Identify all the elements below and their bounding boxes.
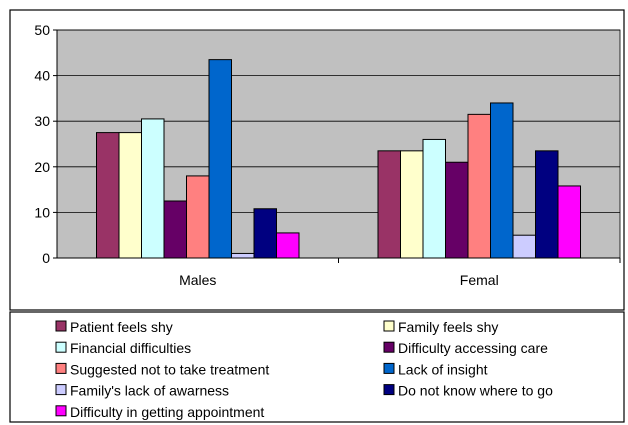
- bar-difficulty-accessing-care-males: [163, 200, 187, 259]
- bar-difficulty-accessing-care-femal: [445, 161, 469, 259]
- legend-swatch: [383, 341, 395, 353]
- x-tick-label: Males: [179, 272, 216, 288]
- legend-swatch: [55, 320, 67, 332]
- legend-label: Family feels shy: [398, 319, 498, 335]
- legend-swatch: [55, 384, 67, 396]
- bar-patient-feels-shy-males: [96, 132, 120, 259]
- y-tick-label: 40: [34, 68, 50, 84]
- bar-family-feels-shy-femal: [400, 150, 424, 259]
- bar-suggested-not-to-take-treatment-males: [186, 175, 210, 259]
- legend-label: Patient feels shy: [70, 319, 173, 335]
- legend-label: Suggested not to take treatment: [70, 361, 269, 377]
- legend-label: Financial difficulties: [70, 340, 191, 356]
- y-tick-label: 20: [34, 159, 50, 175]
- legend-swatch: [55, 362, 67, 374]
- legend-frame: [9, 311, 625, 423]
- y-tick-label: 10: [34, 204, 50, 220]
- bar-family-s-lack-of-awarness-males: [231, 252, 255, 259]
- axes: 0 10 20 30 40 50 Males Femal: [34, 22, 621, 288]
- x-tick-label: Femal: [460, 272, 499, 288]
- legend-label: Lack of insight: [398, 361, 488, 377]
- y-tick-label: 0: [42, 250, 50, 266]
- bars: [96, 59, 581, 259]
- bar-patient-feels-shy-femal: [377, 150, 401, 259]
- y-tick-label: 30: [34, 113, 50, 129]
- legend-swatch: [55, 405, 67, 417]
- bar-suggested-not-to-take-treatment-femal: [467, 113, 491, 259]
- bar-difficulty-in-getting-appointment-femal: [557, 185, 581, 259]
- bar-do-not-know-where-to-go-femal: [535, 150, 559, 259]
- legend-swatch: [383, 320, 395, 332]
- legend-swatch: [383, 384, 395, 396]
- bar-family-feels-shy-males: [118, 132, 142, 259]
- legend: Patient feels shy Family feels shy Financi…: [55, 319, 553, 420]
- legend-swatch: [55, 341, 67, 353]
- legend-label: Do not know where to go: [398, 383, 553, 399]
- bar-financial-difficulties-femal: [422, 138, 446, 259]
- legend-label: Difficulty in getting appointment: [70, 404, 264, 420]
- legend-label: Family's lack of awarness: [70, 383, 229, 399]
- bar-lack-of-insight-femal: [490, 102, 514, 259]
- bar-difficulty-in-getting-appointment-males: [276, 232, 300, 259]
- legend-label: Difficulty accessing care: [398, 340, 548, 356]
- y-tick-label: 50: [34, 22, 50, 38]
- bar-family-s-lack-of-awarness-femal: [512, 234, 536, 259]
- bar-do-not-know-where-to-go-males: [253, 208, 277, 259]
- bar-financial-difficulties-males: [141, 118, 165, 259]
- legend-swatch: [383, 362, 395, 374]
- bar-lack-of-insight-males: [208, 59, 232, 259]
